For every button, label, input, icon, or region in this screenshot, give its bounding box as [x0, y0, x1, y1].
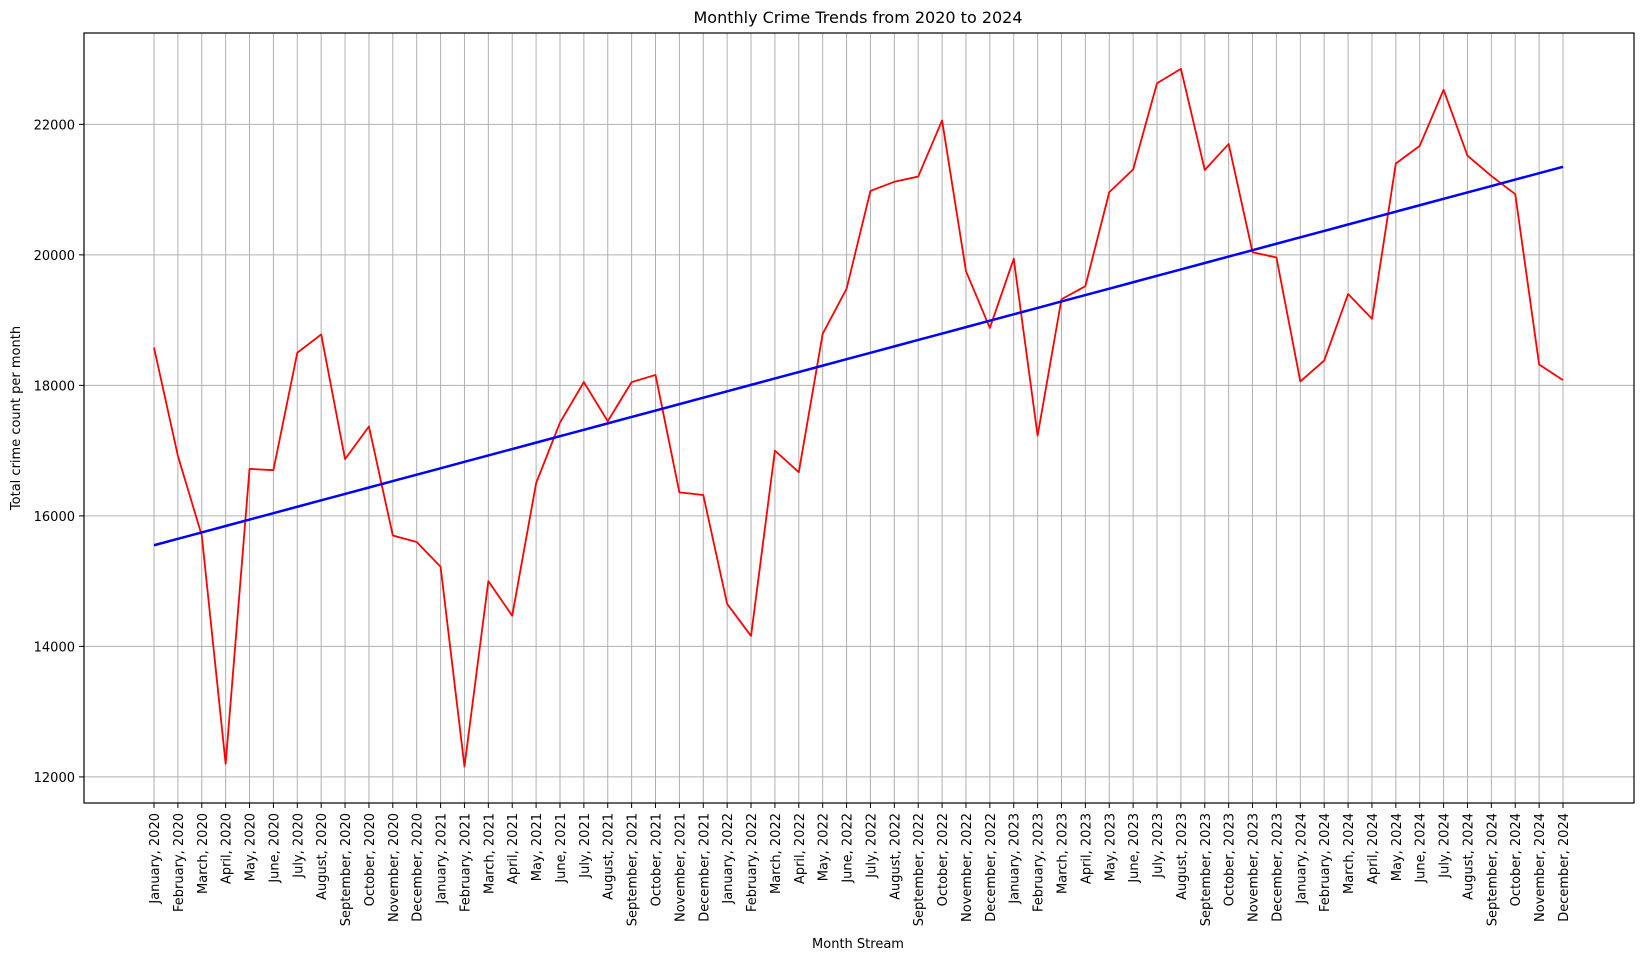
x-tick-label: October, 2022 [936, 813, 951, 906]
x-tick-label: August, 2022 [888, 813, 903, 900]
y-tick-label: 22000 [34, 118, 75, 133]
x-tick-label: February, 2022 [745, 813, 760, 912]
x-tick-label: February, 2021 [458, 813, 473, 912]
x-tick-label: May, 2024 [1390, 813, 1405, 881]
x-tick-label: May, 2022 [817, 813, 832, 881]
x-tick-label: January, 2024 [1294, 813, 1309, 905]
x-tick-label: December, 2023 [1270, 813, 1285, 922]
x-tick-label: October, 2024 [1509, 813, 1524, 906]
x-tick-label: April, 2024 [1366, 813, 1381, 884]
chart-title: Monthly Crime Trends from 2020 to 2024 [693, 8, 1022, 27]
x-tick-label: May, 2023 [1103, 813, 1118, 881]
x-tick-label: May, 2020 [244, 813, 259, 881]
crime-count-line [153, 67, 1564, 768]
x-axis-ticks: January, 2020 February, 2020 March, 2020 Ap… [148, 803, 1572, 926]
x-tick-label: September, 2021 [626, 813, 641, 926]
x-tick-label: March, 2022 [769, 813, 784, 894]
x-tick-label: June, 2023 [1127, 813, 1142, 884]
x-tick-label: December, 2021 [697, 813, 712, 922]
x-tick-label: April, 2021 [506, 813, 521, 884]
x-tick-label: June, 2022 [841, 813, 856, 884]
x-tick-label: July, 2022 [864, 813, 879, 879]
x-tick-label: September, 2022 [912, 813, 927, 926]
x-tick-label: November, 2022 [960, 813, 975, 922]
x-tick-label: December, 2022 [984, 813, 999, 922]
x-tick-label: December, 2020 [411, 813, 426, 922]
x-tick-label: September, 2024 [1485, 813, 1500, 926]
x-tick-label: January, 2021 [435, 813, 450, 905]
x-tick-label: December, 2024 [1557, 813, 1572, 922]
x-tick-label: July, 2024 [1438, 813, 1453, 879]
x-tick-label: January, 2023 [1008, 813, 1023, 905]
x-tick-label: April, 2022 [793, 813, 808, 884]
grid-lines [84, 33, 1634, 803]
x-tick-label: March, 2020 [196, 813, 211, 894]
plot-area-frame [83, 32, 1635, 804]
y-tick-label: 16000 [34, 510, 75, 525]
x-tick-label: November, 2021 [673, 813, 688, 922]
series-group [153, 67, 1564, 768]
x-tick-label: April, 2020 [220, 813, 235, 884]
x-tick-label: February, 2023 [1032, 813, 1047, 912]
x-tick-label: March, 2024 [1342, 813, 1357, 894]
y-axis-ticks: 12000 14000 16000 18000 20000 22000 [34, 118, 84, 786]
y-axis-label: Total crime count per month [9, 326, 24, 511]
y-tick-label: 12000 [34, 771, 75, 786]
x-tick-label: October, 2021 [650, 813, 665, 906]
x-tick-label: August, 2021 [602, 813, 617, 900]
x-tick-label: June, 2024 [1414, 813, 1429, 884]
trend-line [153, 165, 1564, 547]
x-tick-label: January, 2020 [148, 813, 163, 905]
x-tick-label: November, 2024 [1533, 813, 1548, 922]
x-tick-label: July, 2020 [291, 813, 306, 879]
x-tick-label: August, 2024 [1461, 813, 1476, 900]
x-tick-label: November, 2020 [387, 813, 402, 922]
x-tick-label: October, 2023 [1223, 813, 1238, 906]
x-axis-label: Month Stream [812, 937, 904, 952]
x-tick-label: May, 2021 [530, 813, 545, 881]
x-tick-label: June, 2021 [554, 813, 569, 884]
y-tick-label: 14000 [34, 640, 75, 655]
x-tick-label: February, 2020 [172, 813, 187, 912]
x-tick-label: February, 2024 [1318, 813, 1333, 912]
x-tick-label: September, 2020 [339, 813, 354, 926]
x-tick-label: January, 2022 [721, 813, 736, 905]
x-tick-label: June, 2020 [267, 813, 282, 884]
y-tick-label: 20000 [34, 249, 75, 264]
x-tick-label: November, 2023 [1247, 813, 1262, 922]
x-tick-label: July, 2023 [1151, 813, 1166, 879]
x-tick-label: September, 2023 [1199, 813, 1214, 926]
x-tick-label: March, 2023 [1055, 813, 1070, 894]
x-tick-label: April, 2023 [1079, 813, 1094, 884]
x-tick-label: July, 2021 [578, 813, 593, 879]
x-tick-label: August, 2020 [315, 813, 330, 900]
x-tick-label: October, 2020 [363, 813, 378, 906]
y-tick-label: 18000 [34, 379, 75, 394]
x-tick-label: March, 2021 [482, 813, 497, 894]
x-tick-label: August, 2023 [1175, 813, 1190, 900]
